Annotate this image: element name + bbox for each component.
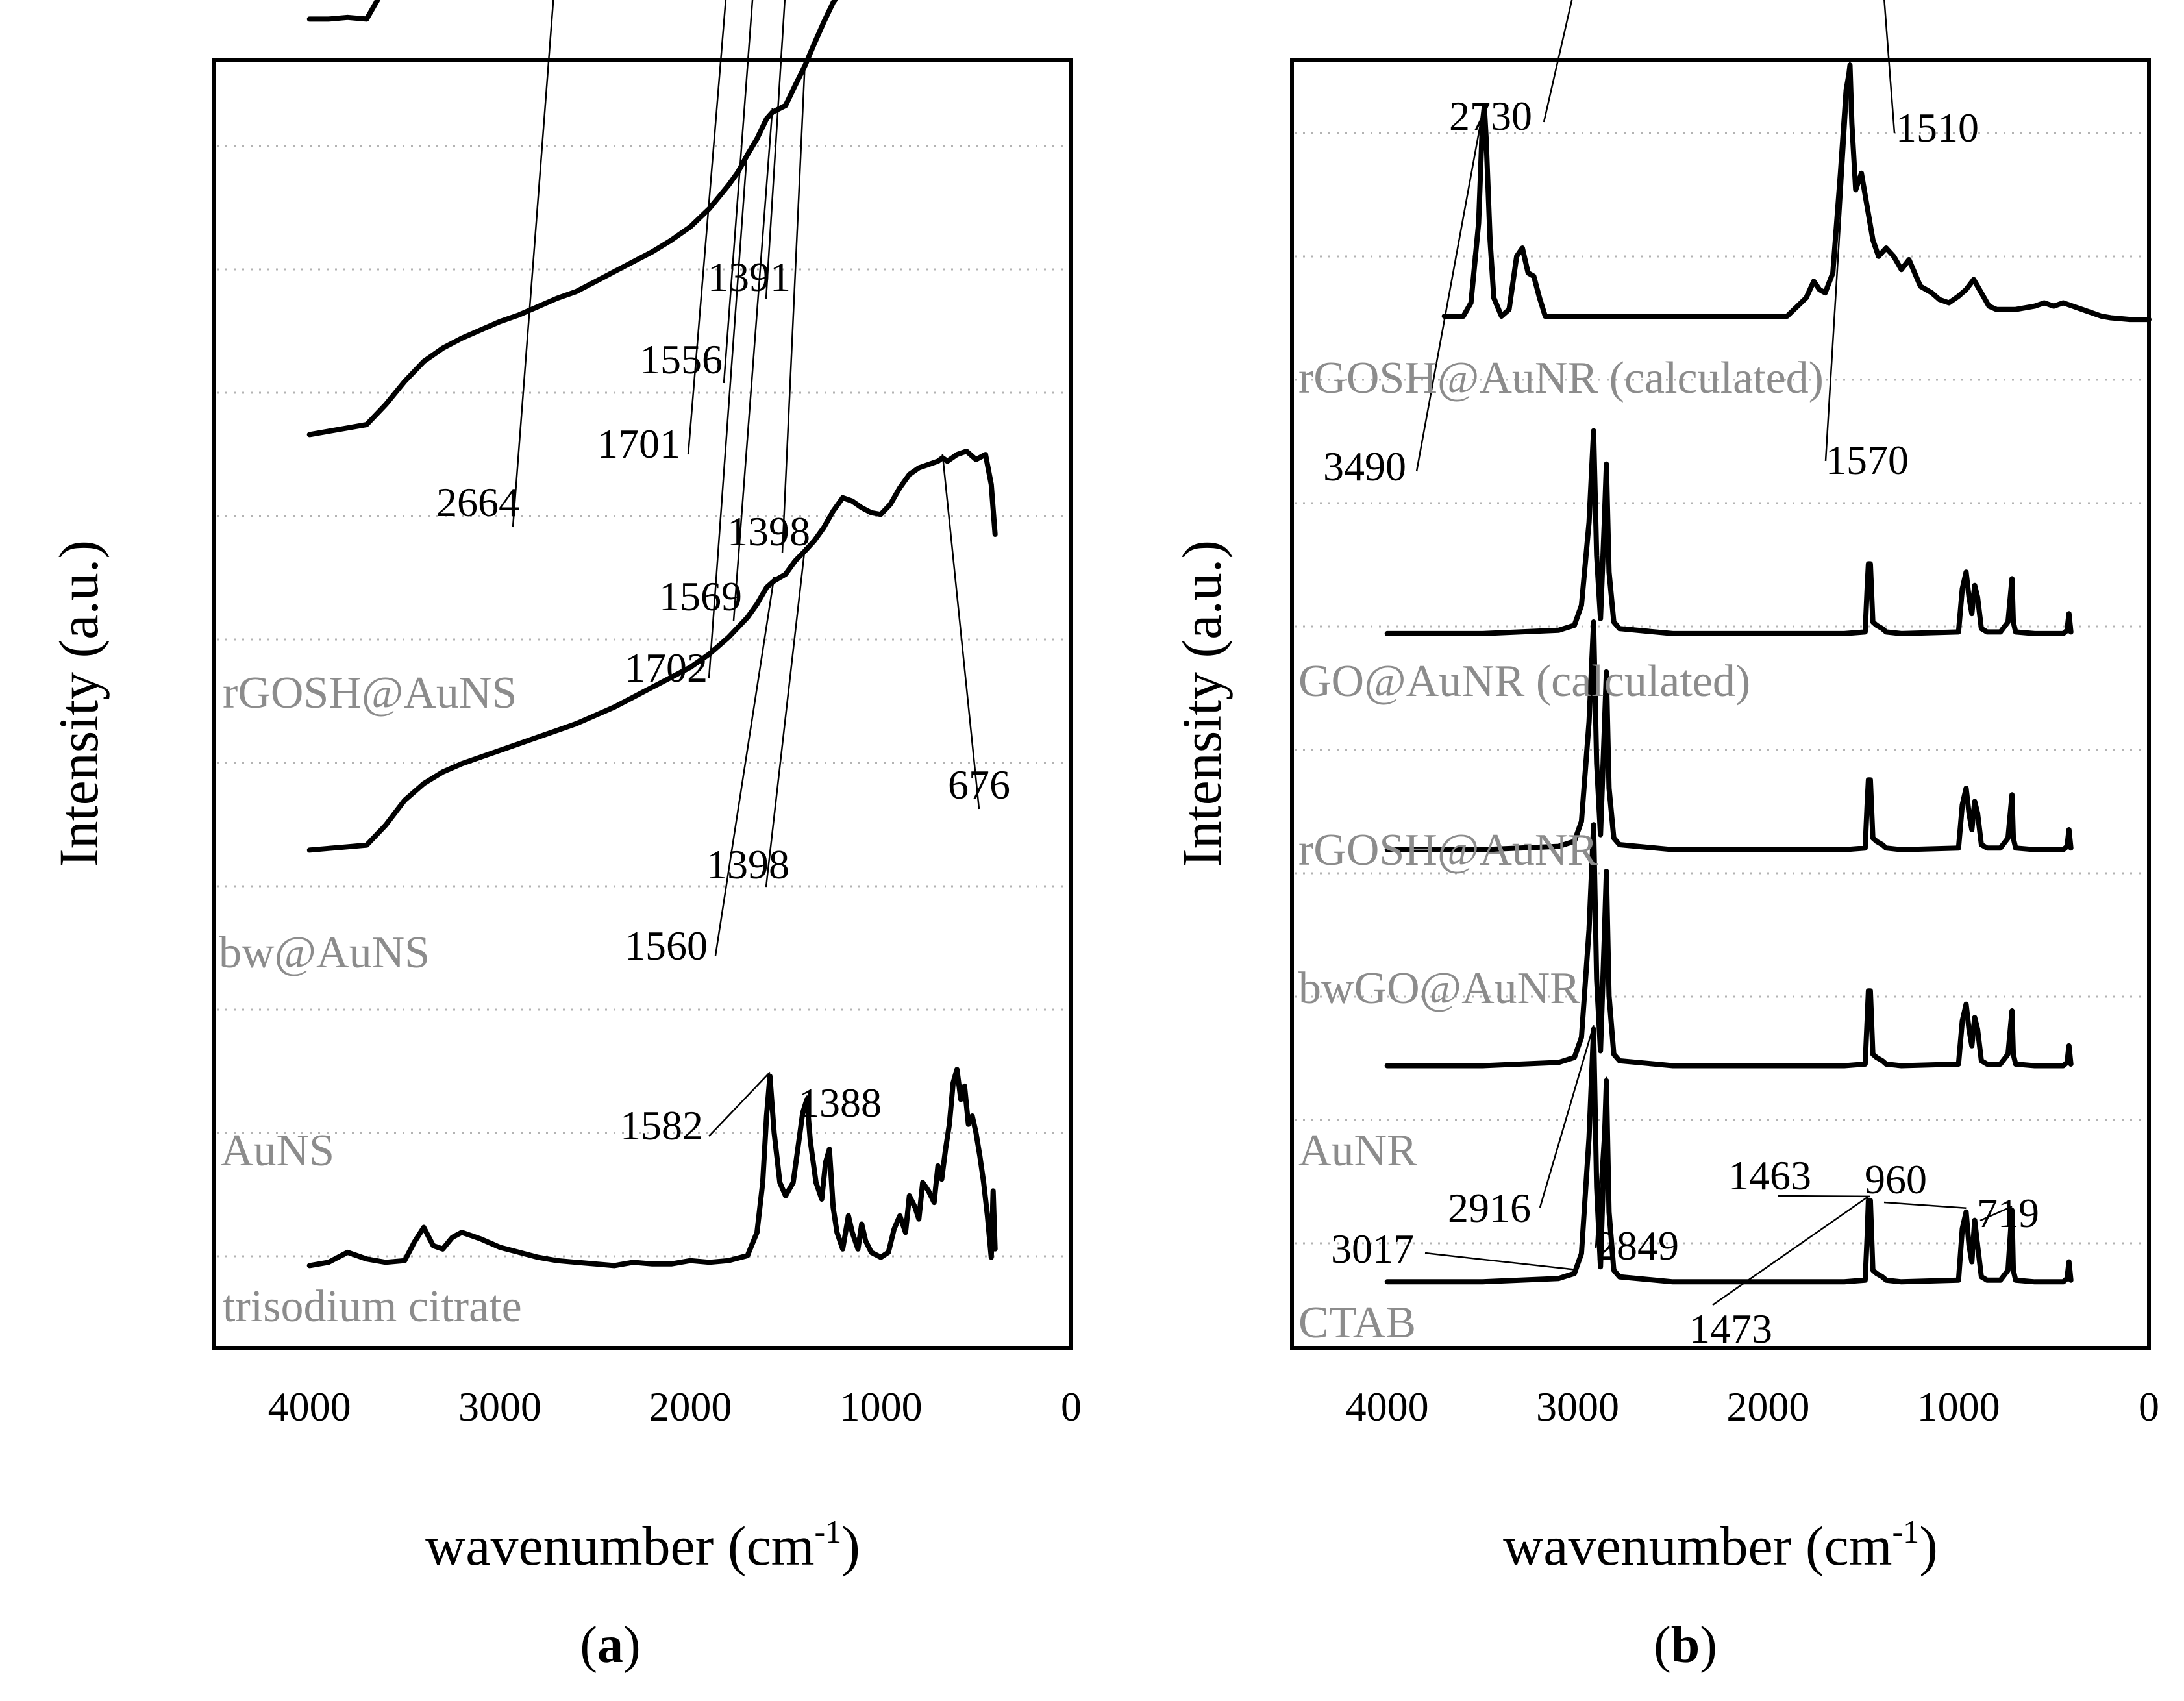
annotation-leader <box>941 454 980 810</box>
annotation-leader <box>1712 1195 1869 1306</box>
grid-lines-a <box>217 145 1069 1258</box>
x-tick-label: 3000 <box>1536 1384 1619 1430</box>
peak-annotation: 1701 <box>597 421 680 467</box>
peak-annotation: 1702 <box>625 645 708 691</box>
x-tick-labels-b: 4000 3000 2000 1000 0 <box>1346 1384 2159 1430</box>
peak-annotation: 1510 <box>1896 105 1979 151</box>
peak-annotation: 1560 <box>625 923 708 969</box>
peak-annotation: 1570 <box>1826 437 1909 483</box>
peak-annotation: 1569 <box>659 573 742 619</box>
series-label: rGOSH@AuNR <box>1298 825 1598 875</box>
x-tick-label: 2000 <box>1726 1384 1809 1430</box>
panel-a: 1391155617012664139815691702676139815601… <box>47 0 1082 1674</box>
annotation-leader <box>806 1095 812 1127</box>
annotation-leader <box>687 0 727 455</box>
peak-annotation: 2664 <box>436 479 519 525</box>
annotation-leader <box>1595 1076 1607 1248</box>
panel-label-b: (b) <box>1654 1617 1717 1674</box>
peak-annotation: 3490 <box>1323 443 1406 490</box>
annotation-leader <box>781 62 806 554</box>
series-labels-a: rGOSH@AuNS bw@AuNS AuNS trisodium citrate <box>219 668 522 1332</box>
x-tick-label: 2000 <box>649 1384 732 1430</box>
series-line-bw-auns <box>306 0 838 438</box>
y-axis-label-b: Intensity (a.u.) <box>1171 540 1233 867</box>
x-axis-label-b: wavenumber (cm-1) <box>1503 1513 1938 1577</box>
series-label: bw@AuNS <box>219 928 430 978</box>
series-label: trisodium citrate <box>223 1282 522 1332</box>
series-label: rGOSH@AuNR (calculated) <box>1298 353 1824 403</box>
series-line-aunr <box>1384 822 2074 1069</box>
panel-b: 2730 1510 3490 1570 1463 960 719 2916 3017 284914… <box>1171 0 2159 1674</box>
annotation-leader <box>765 547 806 888</box>
annotation-leader <box>708 1071 771 1137</box>
peak-annotation: 1473 <box>1689 1306 1772 1352</box>
plot-frame-b <box>1290 58 2151 1350</box>
x-tick-label: 0 <box>1061 1384 1082 1430</box>
peak-annotation: 1391 <box>708 254 791 300</box>
peak-annotation: 960 <box>1865 1156 1927 1202</box>
peak-annotation: 1556 <box>639 336 723 382</box>
traces-a <box>306 0 998 1269</box>
panel-label-a: (a) <box>580 1617 640 1674</box>
traces-b <box>1384 62 2152 1285</box>
annotation-leader <box>732 108 774 621</box>
annotation-leader <box>1883 1201 1967 1210</box>
plot-frame-a <box>212 58 1073 1350</box>
annotation-leader <box>1979 1206 2013 1222</box>
x-tick-label: 0 <box>2139 1384 2159 1430</box>
annotation-leader <box>714 577 775 956</box>
series-label: rGOSH@AuNS <box>223 668 517 718</box>
x-tick-label: 1000 <box>839 1384 923 1430</box>
peak-annotation: 1582 <box>620 1102 703 1148</box>
annotation-leader <box>1824 61 1851 462</box>
series-label: AuNR <box>1298 1126 1417 1176</box>
annotation-leader <box>723 0 754 384</box>
annotations-a: 1391155617012664139815691702676139815601… <box>436 0 1010 1148</box>
x-tick-label: 4000 <box>1346 1384 1429 1430</box>
annotation-leader <box>1539 1024 1595 1208</box>
series-line-go-aunr-calculated- <box>1441 62 2152 323</box>
annotation-leader <box>1777 1195 1870 1198</box>
peak-annotation: 719 <box>1977 1190 2039 1236</box>
peak-annotation: 1388 <box>799 1080 882 1126</box>
y-axis-label-a: Intensity (a.u.) <box>47 540 110 867</box>
annotation-leader <box>708 151 748 679</box>
peak-annotation: 2916 <box>1448 1185 1531 1231</box>
series-label: AuNS <box>221 1126 334 1176</box>
annotation-leader <box>1415 103 1485 472</box>
peak-annotation: 2849 <box>1596 1223 1679 1269</box>
x-tick-label: 4000 <box>268 1384 351 1430</box>
series-line-trisodium-citrate <box>306 1067 998 1269</box>
series-labels-b: rGOSH@AuNR (calculated) GO@AuNR (calculat… <box>1298 353 1824 1348</box>
annotation-leader <box>1424 1252 1575 1271</box>
series-line-bwgo-aunr <box>1384 619 2074 852</box>
peak-annotation: 3017 <box>1331 1226 1414 1272</box>
peak-annotation: 1463 <box>1728 1152 1811 1198</box>
series-label: CTAB <box>1298 1298 1416 1348</box>
annotations-b: 2730 1510 3490 1570 1463 960 719 2916 3017 284914… <box>1323 0 2039 1352</box>
series-label: bwGO@AuNR <box>1298 963 1580 1013</box>
series-line-auns <box>306 449 998 853</box>
x-axis-label-a: wavenumber (cm-1) <box>425 1513 860 1577</box>
peak-annotation: 676 <box>948 762 1010 808</box>
peak-annotation: 2730 <box>1449 93 1532 139</box>
x-tick-label: 3000 <box>458 1384 541 1430</box>
series-line-ctab <box>1384 1026 2074 1285</box>
peak-annotation: 1398 <box>706 841 789 888</box>
x-tick-label: 1000 <box>1917 1384 2000 1430</box>
series-line-rgosh-aunr <box>1384 428 2074 636</box>
annotation-leader <box>765 0 786 299</box>
annotation-leader <box>512 0 554 528</box>
x-tick-labels-a: 4000 3000 2000 1000 0 <box>268 1384 1082 1430</box>
series-label: GO@AuNR (calculated) <box>1298 656 1750 706</box>
